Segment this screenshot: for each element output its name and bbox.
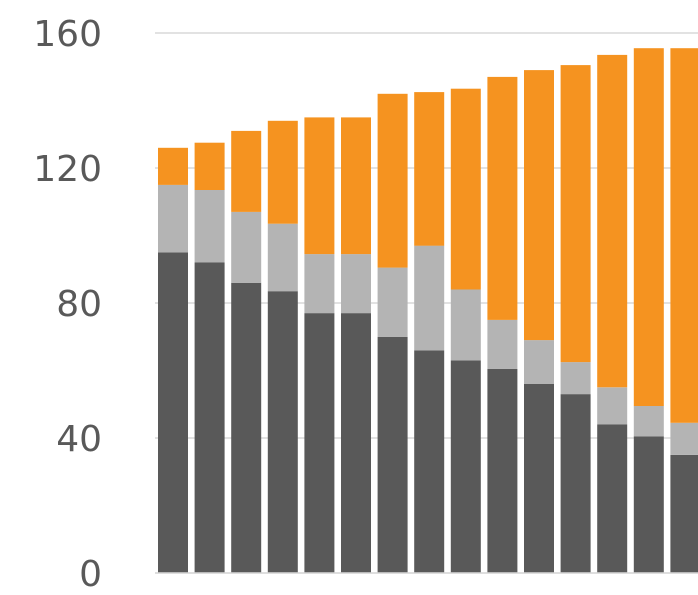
bar-segment-s0-c2 — [231, 282, 262, 574]
bar-segment-s2-c6 — [377, 93, 408, 268]
bar-segment-s2-c1 — [194, 142, 225, 190]
bar-segment-s2-c2 — [231, 130, 262, 212]
bar-segment-s0-c6 — [377, 336, 408, 574]
bar-segment-s1-c12 — [597, 387, 628, 425]
bar-segment-s2-c3 — [267, 120, 298, 224]
bar-segment-s2-c5 — [341, 117, 371, 255]
bar-segment-s1-c3 — [267, 223, 298, 292]
bar-segment-s0-c7 — [414, 350, 445, 574]
bar-segment-s0-c5 — [341, 313, 371, 573]
bar-segment-s2-c8 — [450, 88, 481, 290]
bar-segment-s1-c6 — [377, 267, 408, 337]
bars — [155, 48, 698, 574]
bar-segment-s0-c8 — [450, 360, 481, 573]
bar-segment-s1-c13 — [633, 405, 664, 437]
bar-segment-s1-c11 — [560, 362, 591, 395]
y-axis-ticks: 0 40 80 120 160 — [33, 14, 102, 595]
bar-segment-s2-c13 — [633, 48, 664, 406]
bar-segment-s2-c7 — [414, 92, 445, 246]
bar-segment-s2-c10 — [524, 70, 554, 341]
bar-segment-s0-c4 — [304, 313, 335, 573]
bar-segment-s1-c5 — [341, 254, 371, 314]
bar-segment-s0-c3 — [267, 291, 298, 573]
y-tick-label: 160 — [33, 14, 102, 55]
bar-segment-s0-c9 — [487, 368, 518, 573]
bar-segment-s2-c12 — [597, 54, 628, 388]
bar-segment-s1-c9 — [487, 319, 518, 369]
bar-segment-s2-c0 — [158, 147, 188, 185]
bar-segment-s0-c12 — [597, 424, 628, 573]
bar-segment-s2-c4 — [304, 117, 335, 255]
bar-segment-s1-c2 — [231, 211, 262, 283]
y-tick-label: 40 — [56, 419, 102, 460]
bar-segment-s1-c8 — [450, 289, 481, 361]
bar-segment-s2-c9 — [487, 76, 518, 320]
bar-segment-s0-c13 — [633, 436, 664, 573]
bar-segment-s2-c11 — [560, 65, 591, 363]
bar-segment-s0-c0 — [158, 252, 188, 573]
bar-segment-s1-c1 — [194, 189, 225, 263]
bar-segment-s0-c1 — [194, 262, 225, 573]
y-tick-label: 120 — [33, 149, 102, 190]
bar-segment-s1-c4 — [304, 254, 335, 314]
bar-segment-s1-c14 — [670, 422, 698, 455]
bar-segment-s0-c11 — [560, 394, 591, 573]
bar-segment-s0-c14 — [670, 454, 698, 573]
bar-segment-s1-c10 — [524, 340, 554, 384]
bar-segment-s0-c10 — [524, 384, 554, 573]
bar-segment-s1-c0 — [158, 184, 188, 253]
bar-segment-s2-c14 — [670, 48, 698, 423]
bar-segment-s1-c7 — [414, 245, 445, 351]
y-tick-label: 80 — [56, 284, 102, 325]
y-tick-label: 0 — [79, 554, 102, 595]
